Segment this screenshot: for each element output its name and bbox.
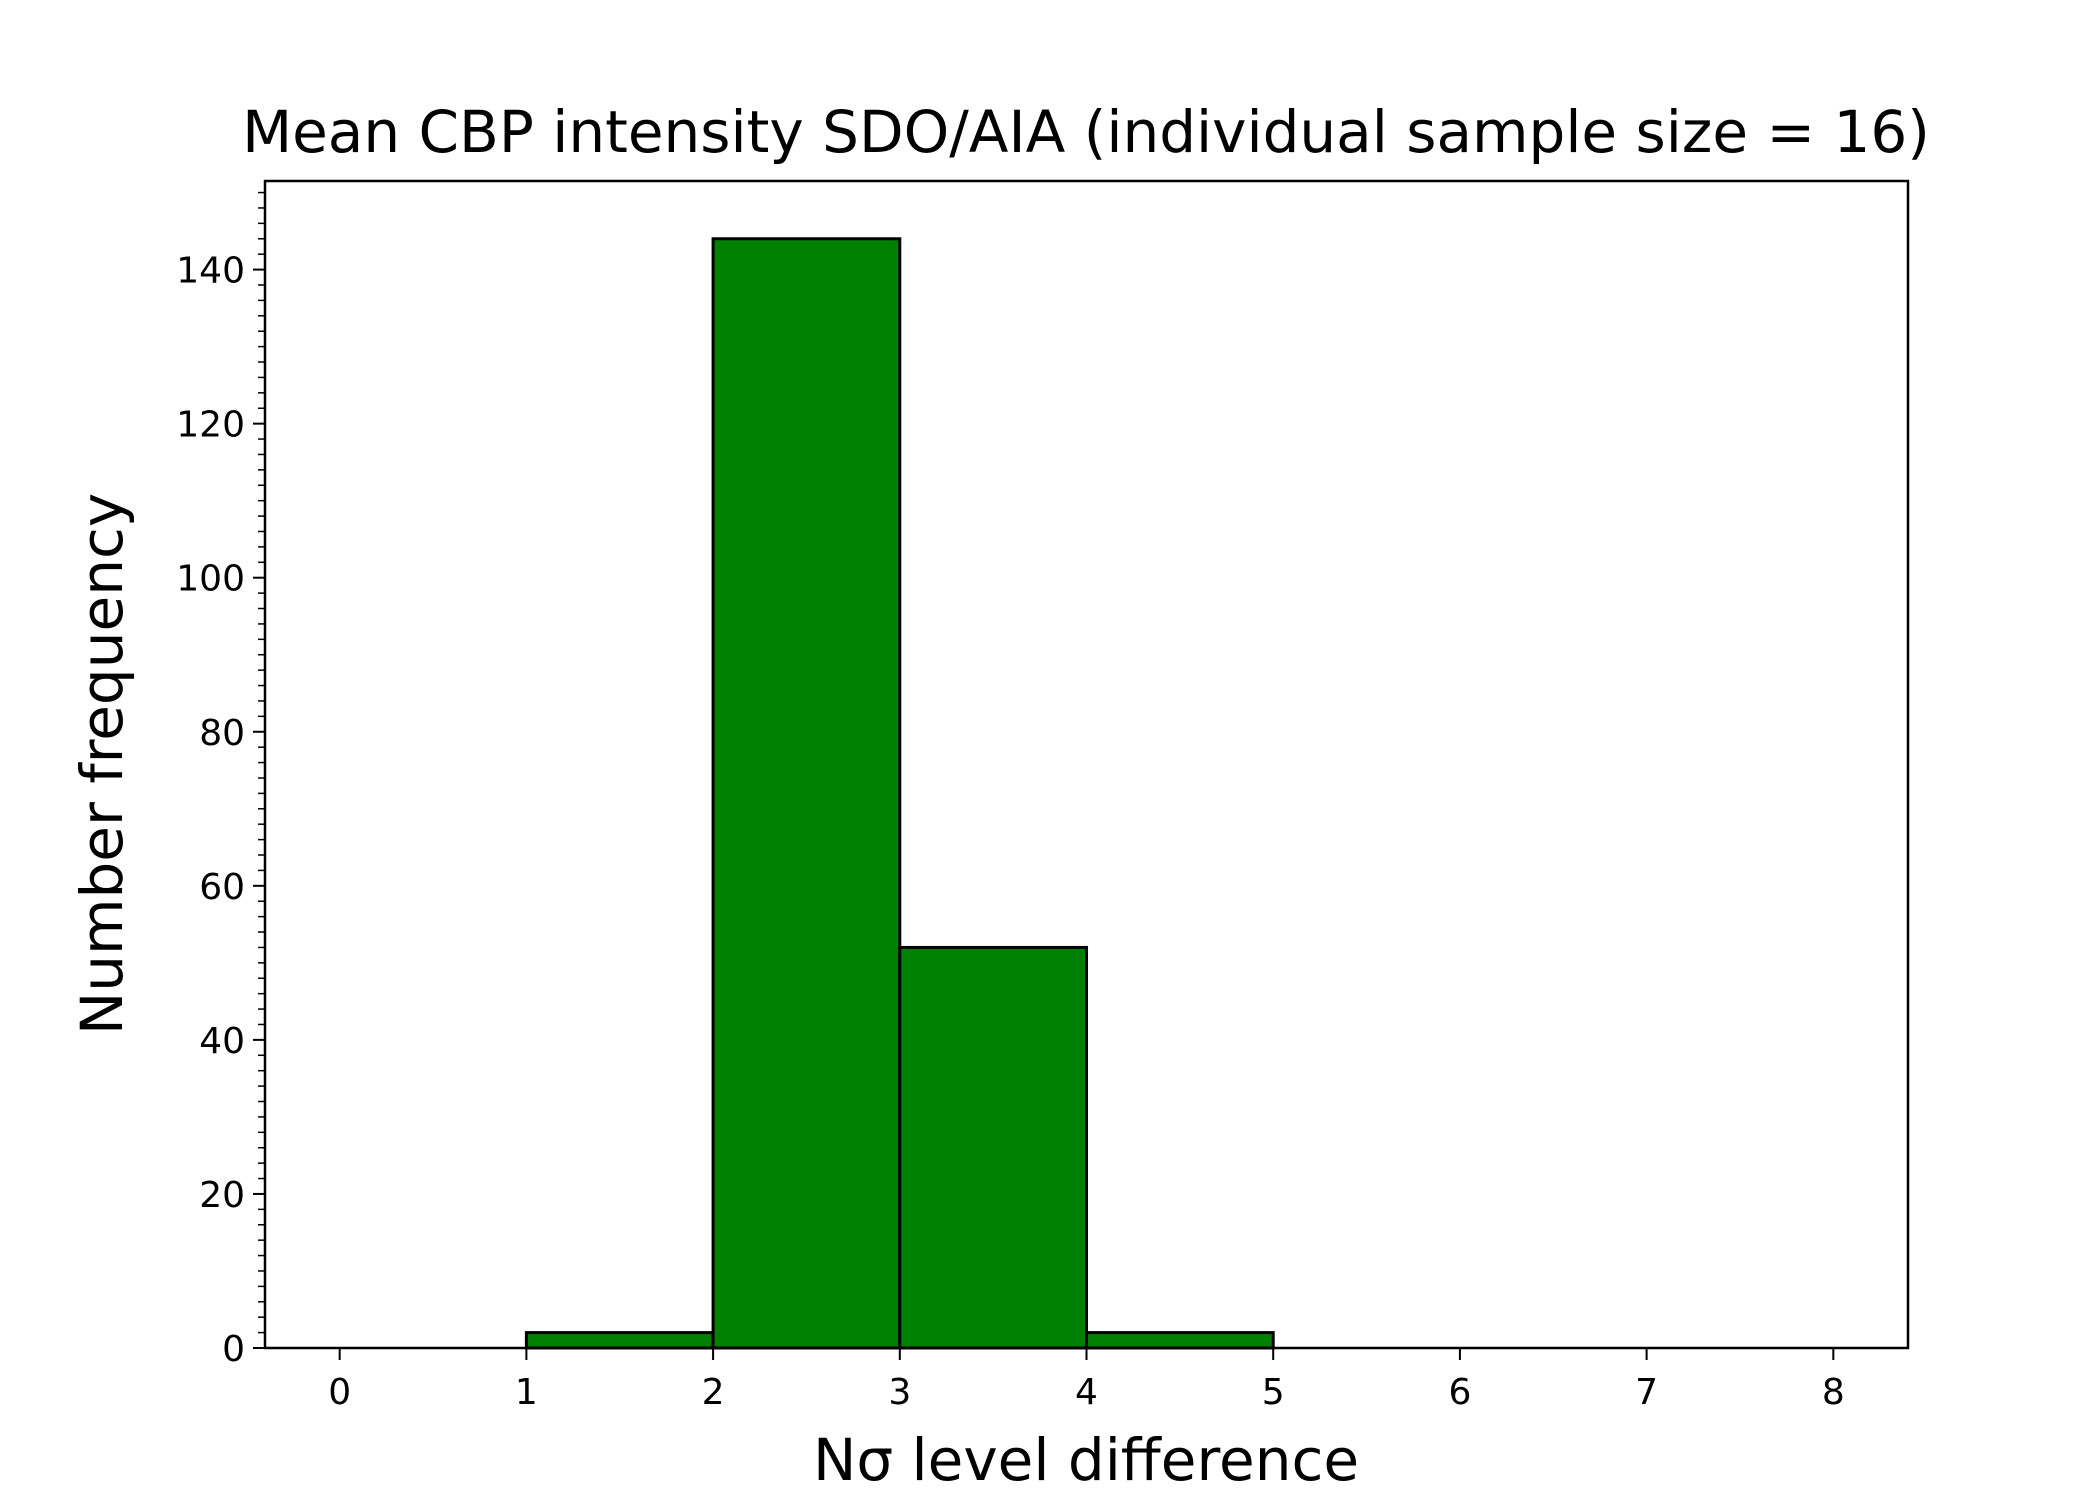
x-tick-label: 3 xyxy=(888,1372,911,1413)
y-tick-label: 20 xyxy=(199,1175,245,1216)
x-axis-label: Nσ level difference xyxy=(813,1426,1359,1494)
chart-title: Mean CBP intensity SDO/AIA (individual s… xyxy=(242,98,1930,166)
histogram-bar xyxy=(524,1331,715,1350)
bars-group xyxy=(524,237,1275,1350)
y-axis-label: Number frequency xyxy=(68,493,136,1035)
histogram-bar xyxy=(711,237,902,1350)
x-tick-label: 8 xyxy=(1822,1372,1845,1413)
x-tick-label: 0 xyxy=(328,1372,351,1413)
y-tick-label: 140 xyxy=(176,251,245,292)
x-axis: 0 1 2 3 4 5 6 7 8 xyxy=(328,1348,1845,1413)
plot-frame xyxy=(263,179,1910,1350)
x-tick-label: 4 xyxy=(1075,1372,1098,1413)
y-tick-label: 80 xyxy=(199,713,245,754)
y-tick-label: 40 xyxy=(199,1021,245,1062)
x-tick-label: 5 xyxy=(1262,1372,1285,1413)
x-tick-label: 2 xyxy=(702,1372,725,1413)
y-tick-label: 60 xyxy=(199,867,245,908)
x-tick-label: 1 xyxy=(515,1372,538,1413)
y-tick-label: 100 xyxy=(176,559,245,600)
histogram-bar xyxy=(1085,1331,1275,1350)
histogram-bar xyxy=(898,945,1089,1350)
y-tick-label: 120 xyxy=(176,405,245,446)
x-tick-label: 6 xyxy=(1448,1372,1471,1413)
x-tick-label: 7 xyxy=(1635,1372,1658,1413)
y-axis: 0 20 40 60 80 100 120 140 xyxy=(176,251,265,1370)
y-tick-label: 0 xyxy=(222,1329,245,1370)
